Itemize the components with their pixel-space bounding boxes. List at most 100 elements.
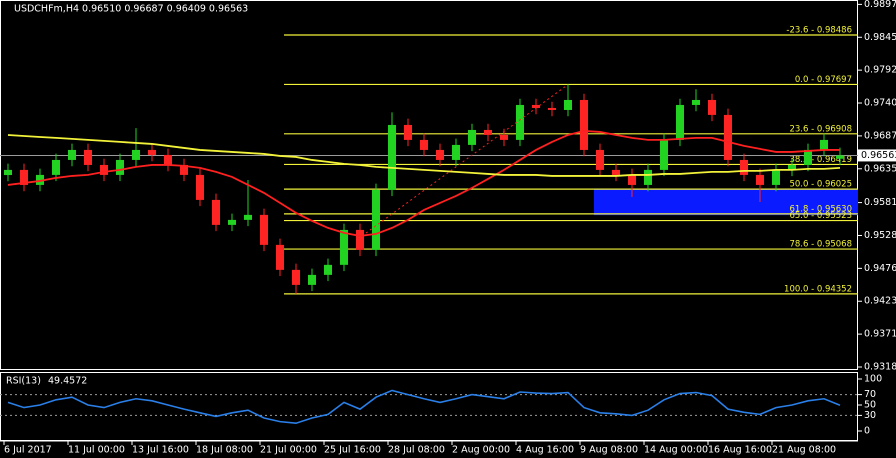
- candle-body: [244, 214, 252, 220]
- candle-body: [676, 104, 684, 140]
- candle-body: [644, 169, 652, 185]
- y-tick-label: 70: [864, 389, 876, 400]
- candle-body: [180, 164, 188, 175]
- candle-body: [340, 229, 348, 265]
- candle-body: [596, 149, 604, 170]
- fib-label: 61.8 - 0.95630: [789, 204, 852, 214]
- x-tick-label: 9 Aug 08:00: [580, 445, 638, 456]
- candle-body: [388, 124, 396, 190]
- candle-body: [660, 139, 668, 170]
- x-tick-label: 11 Jul 00:00: [68, 445, 125, 456]
- candle-body: [372, 189, 380, 250]
- y-tick-label: 0.97925: [864, 65, 896, 76]
- fib-label: 0.0 - 0.97697: [795, 75, 852, 85]
- candle-body: [164, 154, 172, 165]
- last-price-label: 0.96563: [861, 150, 896, 161]
- candle-body: [228, 219, 236, 225]
- chart-title: USDCHFm,H4 0.96510 0.96687 0.96409 0.965…: [14, 4, 248, 15]
- candle-body: [820, 139, 828, 150]
- candle-body: [132, 149, 140, 160]
- candle-body: [404, 124, 412, 140]
- trend-line: [361, 85, 567, 237]
- x-tick-label: 21 Aug 08:00: [772, 445, 836, 456]
- fib-label: 100.0 - 0.94352: [784, 284, 852, 294]
- x-tick-label: 4 Aug 16:00: [516, 445, 574, 456]
- candle-body: [692, 99, 700, 105]
- y-tick-label: 0.96875: [864, 130, 896, 141]
- candle-body: [836, 155, 844, 159]
- last-price-box: [858, 149, 896, 162]
- y-tick-label: 0: [864, 426, 870, 437]
- price-zone: [594, 189, 858, 216]
- candle-body: [100, 164, 108, 175]
- x-tick-label: 6 Jul 2017: [4, 445, 52, 456]
- y-tick-label: 100: [864, 374, 882, 385]
- candle-body: [756, 174, 764, 185]
- candle-body: [500, 134, 508, 140]
- x-tick-label: 14 Aug 00:00: [644, 445, 708, 456]
- candle-body: [116, 159, 124, 175]
- candle-body: [628, 174, 636, 185]
- y-tick-label: 0.98975: [864, 0, 896, 10]
- y-tick-label: 0.95285: [864, 230, 896, 241]
- y-tick-label: 0.94235: [864, 296, 896, 307]
- candle-body: [740, 159, 748, 175]
- x-tick-label: 13 Jul 16:00: [132, 445, 189, 456]
- y-tick-label: 0.93185: [864, 361, 896, 372]
- candle-body: [324, 264, 332, 275]
- x-tick-label: 16 Aug 16:00: [708, 445, 772, 456]
- candle-body: [484, 129, 492, 135]
- fib-label: 50.0 - 0.96025: [789, 180, 852, 190]
- candle-body: [420, 139, 428, 150]
- fib-label: 23.6 - 0.96908: [789, 124, 852, 134]
- rsi-title: RSI(13): [6, 376, 41, 387]
- x-tick-label: 21 Jul 00:00: [260, 445, 317, 456]
- candle-body: [20, 169, 28, 185]
- x-tick-label: 25 Jul 16:00: [324, 445, 381, 456]
- candle-body: [148, 149, 156, 155]
- price-panel: [0, 0, 858, 370]
- candle-body: [308, 274, 316, 285]
- candle-body: [196, 174, 204, 200]
- candle-body: [36, 174, 44, 185]
- moving-average: [7, 130, 840, 237]
- candle-body: [4, 169, 12, 176]
- candle-body: [436, 149, 444, 160]
- moving-average: [7, 134, 841, 177]
- fib-label: 65.0 - 0.95523: [789, 211, 852, 221]
- rsi-panel: [0, 372, 858, 441]
- fib-label: 38.2 - 0.96419: [789, 155, 852, 165]
- y-tick-label: 50: [864, 400, 876, 411]
- candle-body: [212, 199, 220, 225]
- fib-label: 78.6 - 0.95068: [789, 240, 852, 250]
- x-tick-label: 2 Aug 00:00: [452, 445, 510, 456]
- candle-body: [564, 99, 572, 110]
- candle-body: [708, 99, 716, 115]
- x-tick-label: 18 Jul 08:00: [196, 445, 253, 456]
- fib-label: -23.6 - 0.98486: [786, 26, 852, 36]
- candle-body: [468, 129, 476, 145]
- candle-body: [580, 99, 588, 150]
- candle-body: [452, 144, 460, 160]
- x-tick-label: 28 Jul 08:00: [388, 445, 445, 456]
- candle-body: [276, 244, 284, 270]
- candle-body: [612, 169, 620, 175]
- rsi-line: [7, 389, 841, 425]
- candle-body: [516, 104, 524, 140]
- candle-body: [292, 269, 300, 285]
- candle-body: [68, 149, 76, 160]
- candle-body: [84, 149, 92, 165]
- rsi-value: 49.4572: [48, 376, 87, 387]
- candle-body: [772, 169, 780, 185]
- candle-body: [52, 159, 60, 175]
- candle-body: [788, 164, 796, 170]
